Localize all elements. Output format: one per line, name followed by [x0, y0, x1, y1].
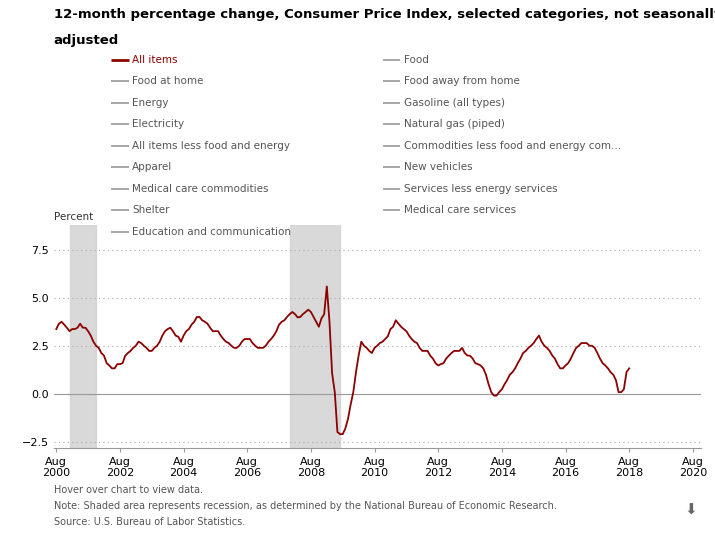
- Text: Note: Shaded area represents recession, as determined by the National Bureau of : Note: Shaded area represents recession, …: [54, 501, 556, 511]
- Text: Natural gas (piped): Natural gas (piped): [404, 120, 505, 129]
- Text: adjusted: adjusted: [54, 34, 119, 47]
- Text: Energy: Energy: [132, 98, 169, 108]
- Text: Electricity: Electricity: [132, 120, 184, 129]
- Text: Commodities less food and energy com...: Commodities less food and energy com...: [404, 141, 621, 151]
- Text: Hover over chart to view data.: Hover over chart to view data.: [54, 485, 202, 495]
- Text: All items: All items: [132, 55, 178, 65]
- Text: New vehicles: New vehicles: [404, 162, 473, 172]
- Text: Medical care services: Medical care services: [404, 205, 516, 215]
- Bar: [69, 225, 96, 448]
- Bar: [290, 225, 340, 448]
- Text: All items less food and energy: All items less food and energy: [132, 141, 290, 151]
- Text: Source: U.S. Bureau of Labor Statistics.: Source: U.S. Bureau of Labor Statistics.: [54, 517, 245, 527]
- Text: Gasoline (all types): Gasoline (all types): [404, 98, 505, 108]
- Text: Percent: Percent: [54, 212, 93, 222]
- Text: Food: Food: [404, 55, 429, 65]
- Text: Medical care commodities: Medical care commodities: [132, 184, 269, 193]
- Text: ⬇: ⬇: [684, 502, 697, 517]
- Text: Food away from home: Food away from home: [404, 77, 520, 86]
- Text: Food at home: Food at home: [132, 77, 204, 86]
- Text: Apparel: Apparel: [132, 162, 172, 172]
- Text: 12-month percentage change, Consumer Price Index, selected categories, not seaso: 12-month percentage change, Consumer Pri…: [54, 8, 715, 21]
- Text: Shelter: Shelter: [132, 205, 169, 215]
- Text: Services less energy services: Services less energy services: [404, 184, 558, 193]
- Text: Education and communication: Education and communication: [132, 227, 291, 236]
